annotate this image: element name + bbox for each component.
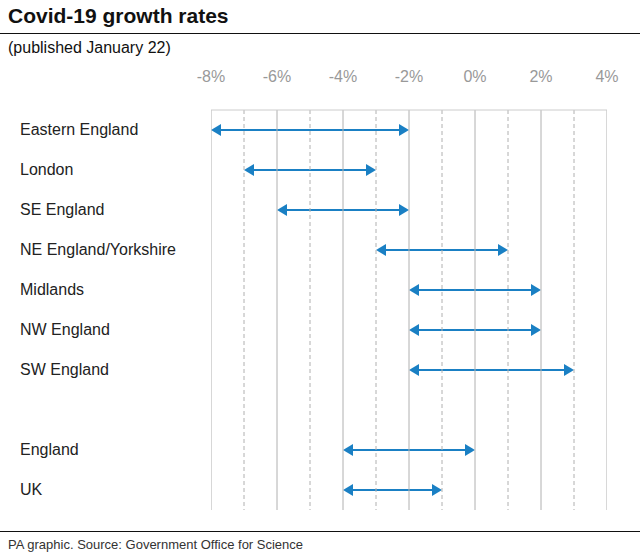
svg-text:-8%: -8% xyxy=(197,68,225,85)
svg-text:SW England: SW England xyxy=(20,361,109,378)
svg-text:Eastern England: Eastern England xyxy=(20,121,138,138)
svg-text:4%: 4% xyxy=(595,68,618,85)
html-text:Covid-19 growth rates: Covid-19 growth rates xyxy=(8,4,229,27)
svg-text:-2%: -2% xyxy=(395,68,423,85)
svg-text:SE England: SE England xyxy=(20,201,105,218)
svg-text:UK: UK xyxy=(20,481,43,498)
svg-text:NW England: NW England xyxy=(20,321,110,338)
svg-text:2%: 2% xyxy=(529,68,552,85)
svg-text:NE England/Yorkshire: NE England/Yorkshire xyxy=(20,241,176,258)
svg-text:England: England xyxy=(20,441,79,458)
svg-text:0%: 0% xyxy=(463,68,486,85)
svg-text:-4%: -4% xyxy=(329,68,357,85)
svg-text:-6%: -6% xyxy=(263,68,291,85)
svg-text:London: London xyxy=(20,161,73,178)
html-text:(published January 22): (published January 22) xyxy=(8,39,171,56)
html-text:PA graphic. Source: Government: PA graphic. Source: Government Office fo… xyxy=(8,537,304,552)
svg-text:Midlands: Midlands xyxy=(20,281,84,298)
